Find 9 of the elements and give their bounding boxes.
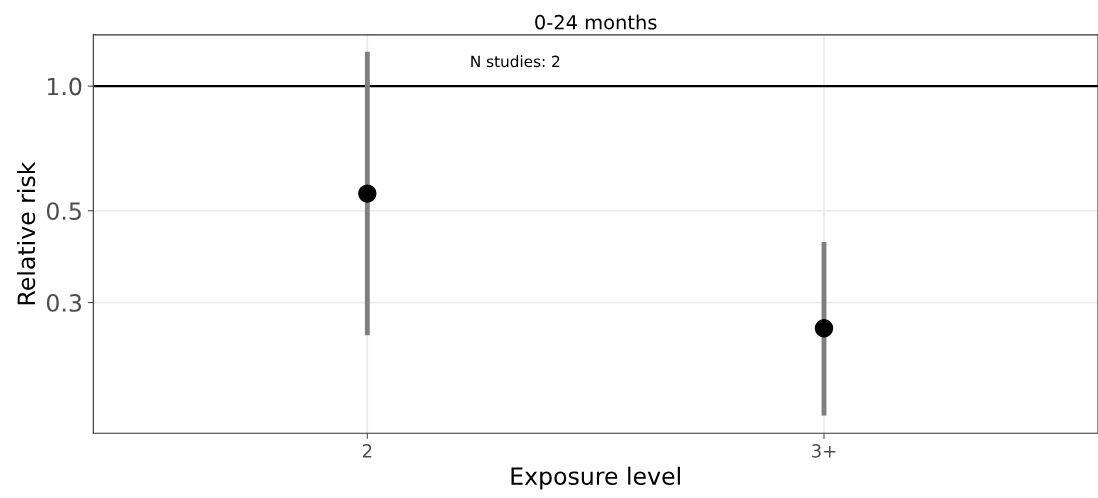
- y-tick-label: 0.5: [46, 202, 81, 221]
- annotation: N studies: 2: [471, 55, 560, 68]
- y-tick-label: 1.0: [47, 77, 82, 96]
- y-tick-label: 0.3: [46, 294, 82, 312]
- x-tick-label: 2: [362, 444, 372, 458]
- x-axis-title: Exposure level: [511, 466, 680, 490]
- y-axis-title: Relative risk: [16, 161, 36, 305]
- x-tick-label: 3+: [812, 444, 836, 458]
- chart-title: 0-24 months: [535, 14, 657, 30]
